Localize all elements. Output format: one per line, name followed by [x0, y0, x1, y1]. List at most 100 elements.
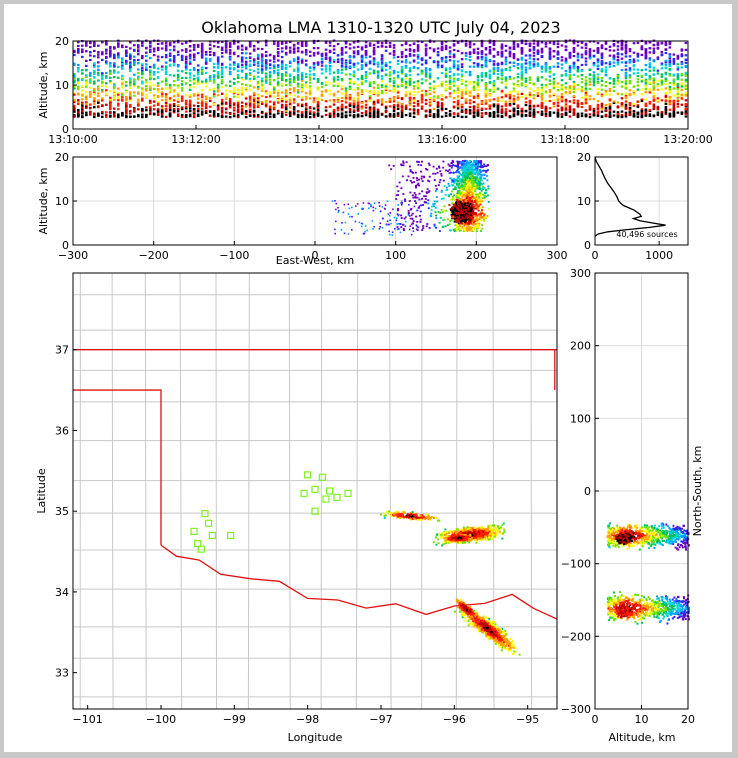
- time-height-cell: [556, 57, 560, 60]
- time-height-cell: [324, 109, 328, 112]
- time-height-cell: [432, 80, 436, 83]
- time-height-cell: [368, 68, 372, 71]
- time-height-cell: [408, 61, 412, 64]
- time-height-cell: [352, 103, 356, 106]
- time-height-cell: [364, 73, 368, 76]
- time-height-cell: [540, 67, 544, 70]
- time-height-cell: [220, 51, 224, 55]
- time-height-cell: [652, 73, 656, 76]
- time-height-cell: [672, 60, 676, 63]
- time-height-cell: [636, 111, 640, 114]
- time-height-cell: [408, 48, 412, 51]
- time-height-cell: [101, 77, 104, 80]
- time-height-cell: [604, 48, 608, 51]
- time-height-cell: [496, 63, 500, 66]
- ew-altitude-cell: [483, 213, 486, 215]
- time-height-cell: [168, 63, 172, 66]
- time-height-cell: [476, 86, 480, 89]
- time-height-cell: [296, 78, 300, 81]
- time-height-cell: [572, 47, 576, 50]
- time-height-cell: [600, 110, 604, 113]
- time-height-cell: [188, 107, 192, 110]
- time-height-cell: [600, 70, 604, 73]
- time-height-cell: [288, 65, 292, 68]
- time-height-cell: [600, 44, 604, 47]
- time-height-cell: [472, 108, 476, 111]
- time-height-cell: [488, 88, 492, 91]
- time-height-cell: [616, 61, 620, 64]
- time-height-cell: [380, 77, 384, 80]
- time-height-cell: [540, 92, 544, 95]
- time-height-cell: [272, 64, 276, 67]
- time-height-cell: [520, 57, 524, 60]
- time-height-cell: [296, 66, 300, 69]
- ew-altitude-cell: [392, 165, 395, 167]
- time-height-cell: [196, 43, 200, 47]
- time-height-cell: [364, 45, 368, 48]
- time-height-cell: [480, 53, 484, 56]
- time-height-cell: [200, 110, 204, 113]
- time-height-cell: [396, 74, 400, 77]
- time-height-cell: [472, 100, 476, 104]
- time-height-cell: [117, 45, 120, 48]
- time-height-cell: [680, 48, 684, 51]
- time-height-cell: [284, 45, 288, 48]
- time-height-cell: [468, 59, 472, 62]
- time-height-cell: [572, 62, 576, 65]
- time-height-cell: [576, 115, 580, 118]
- time-height-cell: [456, 96, 460, 99]
- time-height-cell: [512, 57, 516, 60]
- time-height-cell: [564, 82, 568, 85]
- time-height-cell: [552, 80, 556, 83]
- time-height-cell: [652, 47, 656, 50]
- time-height-cell: [484, 56, 488, 59]
- time-height-cell: [468, 70, 472, 73]
- time-height-cell: [117, 93, 120, 96]
- time-height-cell: [572, 41, 576, 44]
- time-height-cell: [440, 49, 444, 52]
- time-height-cell: [372, 106, 376, 109]
- time-height-cell: [476, 84, 480, 87]
- time-height-cell: [164, 68, 168, 71]
- time-height-cell: [404, 82, 408, 85]
- time-height-cell: [348, 47, 352, 50]
- time-height-cell: [77, 99, 80, 102]
- time-height-cell: [244, 65, 248, 68]
- time-height-cell: [324, 81, 328, 84]
- time-height-cell: [113, 85, 116, 88]
- time-height-cell: [428, 40, 432, 43]
- time-height-cell: [624, 46, 628, 49]
- time-height-cell: [648, 75, 652, 78]
- time-height-cell: [632, 102, 636, 106]
- time-height-cell: [384, 68, 388, 71]
- time-height-cell: [156, 84, 160, 87]
- time-height-cell: [464, 98, 468, 101]
- time-height-cell: [464, 108, 468, 111]
- time-height-cell: [292, 76, 296, 79]
- time-height-cell: [420, 89, 424, 92]
- time-height-cell: [652, 69, 656, 72]
- time-height-cell: [248, 77, 252, 80]
- time-height-cell: [540, 86, 544, 89]
- time-height-cell: [556, 62, 560, 65]
- time-height-cell: [476, 109, 480, 112]
- time-height-cell: [280, 115, 284, 118]
- time-height-cell: [280, 74, 284, 78]
- time-height-cell: [564, 86, 568, 89]
- time-height-cell: [129, 77, 132, 80]
- time-height-cell: [152, 54, 156, 57]
- time-height-cell: [260, 53, 264, 56]
- time-height-cell: [404, 73, 408, 76]
- time-height-cell: [580, 74, 584, 77]
- time-height-cell: [584, 50, 588, 53]
- time-height-cell: [188, 53, 192, 56]
- time-height-cell: [400, 105, 404, 108]
- time-height-cell: [344, 114, 348, 117]
- time-height-cell: [360, 60, 364, 63]
- time-height-cell: [376, 112, 380, 115]
- time-height-cell: [288, 114, 292, 118]
- time-height-cell: [109, 107, 112, 110]
- time-height-cell: [240, 57, 244, 60]
- time-height-cell: [616, 115, 620, 118]
- time-height-cell: [344, 87, 348, 90]
